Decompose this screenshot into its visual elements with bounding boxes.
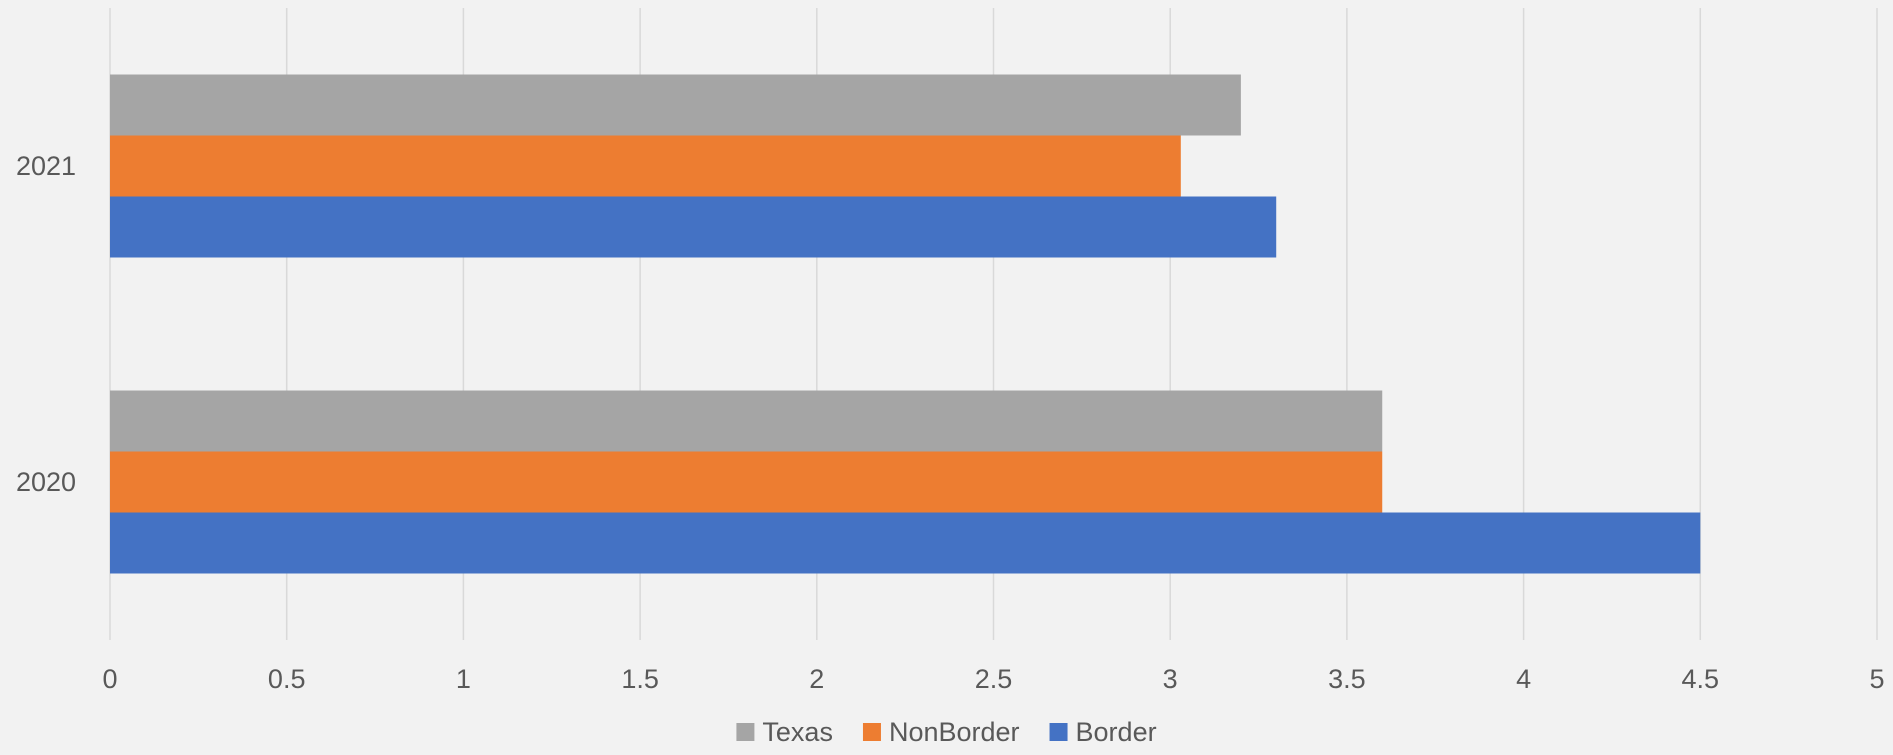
x-tick-label: 3 <box>1163 664 1178 694</box>
bar-texas-2021 <box>110 74 1241 136</box>
bar-texas-2020 <box>110 390 1383 452</box>
legend-label: Border <box>1076 717 1157 747</box>
x-tick-label: 1 <box>456 664 471 694</box>
x-tick-label: 5 <box>1869 664 1884 694</box>
bar-border-2021 <box>110 196 1277 258</box>
legend-swatch-texas <box>736 723 755 741</box>
x-tick-label: 4.5 <box>1682 664 1720 694</box>
bar-nonborder-2020 <box>110 451 1383 513</box>
legend: Texas NonBorder Border <box>736 717 1157 747</box>
legend-label: Texas <box>762 717 833 747</box>
category-label: 2021 <box>16 151 76 181</box>
category-labels: 2021 2020 <box>16 151 76 497</box>
bar-border-2020 <box>110 512 1701 574</box>
category-label: 2020 <box>16 467 76 497</box>
x-tick-label: 0.5 <box>268 664 306 694</box>
x-tick-label: 0 <box>102 664 117 694</box>
bars <box>110 74 1701 574</box>
x-tick-label: 2 <box>809 664 824 694</box>
x-tick-label: 2.5 <box>975 664 1013 694</box>
bar-nonborder-2021 <box>110 135 1181 197</box>
x-tick-label: 3.5 <box>1328 664 1366 694</box>
x-tick-label: 4 <box>1516 664 1531 694</box>
x-axis-tick-labels: 0 0.5 1 1.5 2 2.5 3 3.5 4 4.5 5 <box>102 664 1884 694</box>
x-tick-label: 1.5 <box>621 664 659 694</box>
legend-label: NonBorder <box>889 717 1020 747</box>
legend-swatch-border <box>1049 723 1068 741</box>
legend-swatch-nonborder <box>862 723 881 741</box>
